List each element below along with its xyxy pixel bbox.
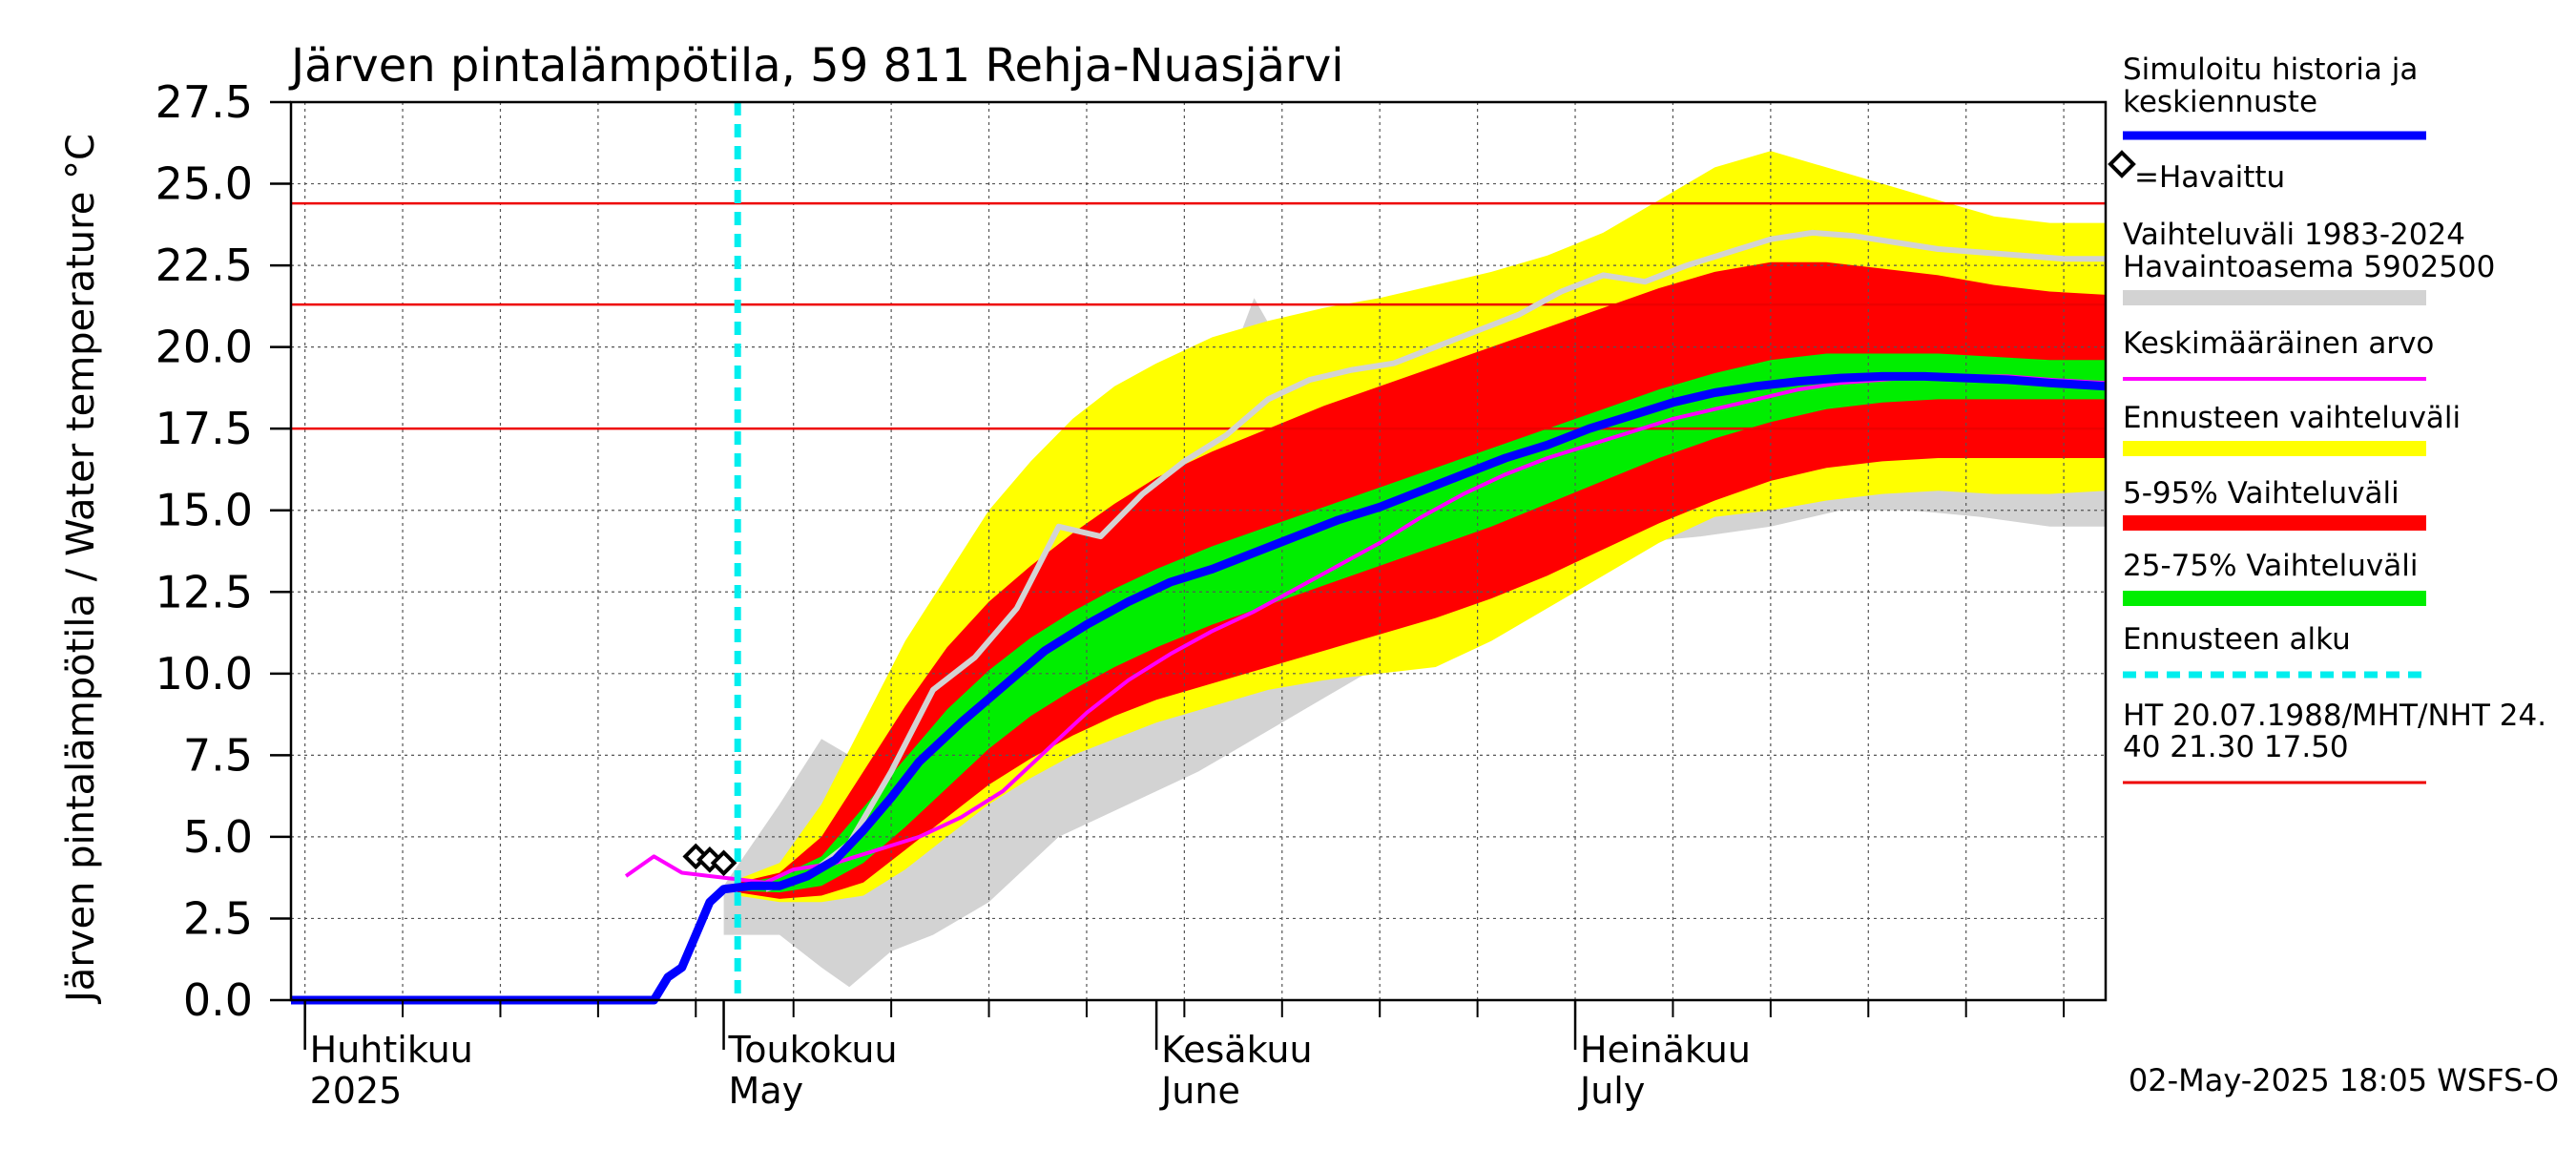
lines-layer: [291, 102, 2107, 1005]
legend-simulated-label: Simuloitu historia ja: [2123, 52, 2418, 87]
y-tick-label: 22.5: [156, 240, 253, 291]
y-axis-label: Järven pintalämpötila / Water temperatur…: [59, 134, 103, 1005]
threshold-layer: [291, 201, 2106, 430]
legend-mean-label: Keskimääräinen arvo: [2123, 326, 2434, 361]
y-tick-label: 7.5: [183, 729, 253, 781]
x-month-sublabel: May: [729, 1070, 804, 1112]
y-tick-label: 15.0: [156, 485, 253, 536]
bands-layer: [723, 151, 2107, 988]
series-station-line: [764, 229, 2106, 892]
x-month-label: Heinäkuu: [1580, 1029, 1751, 1071]
y-tick-label: 2.5: [183, 892, 253, 944]
series-simulated-line: [291, 371, 2107, 1005]
plot-frame: [289, 100, 2108, 1002]
y-tick-label: 17.5: [156, 403, 253, 454]
band-p25-75: [737, 353, 2107, 893]
legend-p25-75-label: 25-75% Vaihteluväli: [2123, 549, 2419, 583]
y-tick-label: 12.5: [156, 566, 253, 617]
y-tick-label: 20.0: [156, 322, 253, 373]
legend-simulated-label-line2: keskiennuste: [2123, 85, 2317, 119]
y-tick-label: 5.0: [183, 811, 253, 863]
y-tick-label: 27.5: [156, 76, 253, 128]
series-mean-line: [624, 374, 2107, 885]
x-month-label: Kesäkuu: [1161, 1029, 1313, 1071]
legend-threshold-label-line2: 40 21.30 17.50: [2123, 730, 2349, 764]
observation-marker: [710, 849, 737, 877]
legend-hist-range-label: Vaihteluväli 1983-2024: [2123, 218, 2465, 252]
x-month-sublabel: June: [1159, 1070, 1240, 1112]
x-month-sublabel: 2025: [310, 1070, 403, 1112]
axes-layer: 0.0 2.5 5.0 7.5 10.0 12.5 15.0 17.5 20.0 22.5 25.0…: [156, 76, 2108, 1112]
legend-observed-marker: [2108, 150, 2136, 178]
x-month-label: Huhtikuu: [310, 1029, 473, 1071]
legend-p5-95-label: 5-95% Vaihteluväli: [2123, 476, 2399, 511]
legend-hist-range-label-line2: Havaintoasema 5902500: [2123, 250, 2495, 284]
legend-forecast-range-label: Ennusteen vaihteluväli: [2123, 401, 2461, 435]
y-tick-label: 0.0: [183, 974, 253, 1026]
legend-forecast-start-label: Ennusteen alku: [2123, 622, 2351, 657]
labels-layer: Järven pintalämpötila, 59 811 Rehja-Nuas…: [59, 39, 2559, 1098]
y-tick-label: 25.0: [156, 158, 253, 210]
y-tick-label: 10.0: [156, 648, 253, 700]
x-month-sublabel: July: [1578, 1070, 1645, 1112]
legend-threshold-label: HT 20.07.1988/MHT/NHT 24.: [2123, 699, 2546, 733]
footer-timestamp: 02-May-2025 18:05 WSFS-O: [2129, 1062, 2559, 1098]
chart-title: Järven pintalämpötila, 59 811 Rehja-Nuas…: [288, 39, 1344, 93]
legend-observed-label: =Havaittu: [2134, 160, 2285, 195]
x-month-label: Toukokuu: [728, 1029, 898, 1071]
